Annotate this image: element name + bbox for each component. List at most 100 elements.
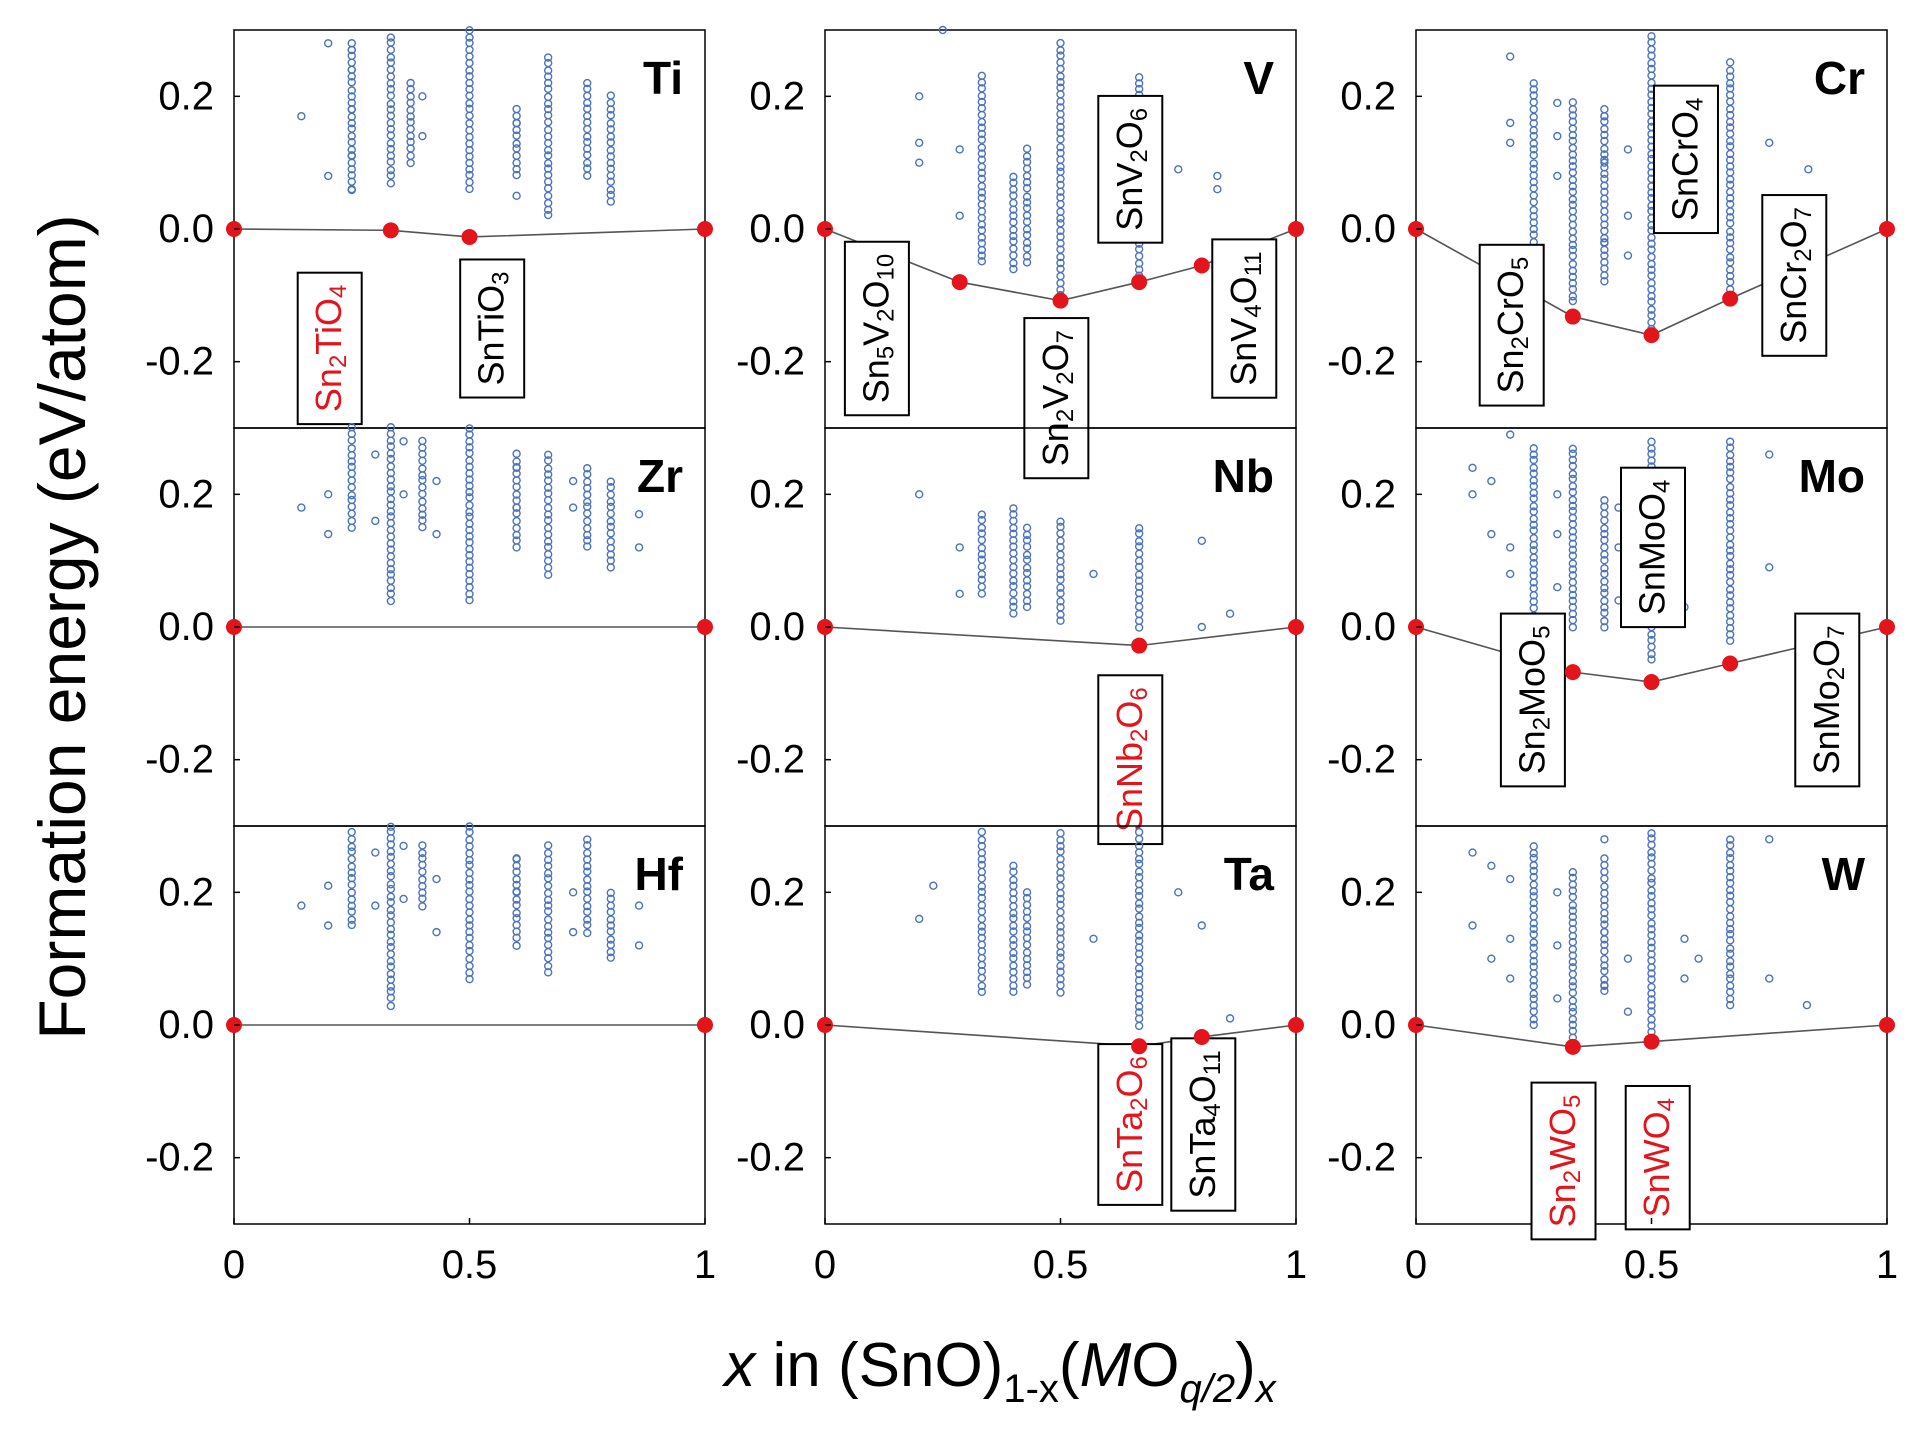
candidate-point [583, 509, 592, 518]
candidate-point [386, 157, 396, 167]
candidate-point [1009, 974, 1018, 984]
candidate-point [1009, 185, 1018, 194]
candidate-point [347, 78, 356, 87]
candidate-point [1529, 79, 1538, 88]
candidate-point [977, 874, 987, 883]
candidate-point [465, 532, 474, 541]
candidate-point [1134, 854, 1144, 864]
panel-v: Sn5V2O10 Sn2V2O7 SnV2O6 SnV4O11 V [817, 25, 1304, 480]
candidate-point [1600, 966, 1609, 976]
candidate-point [583, 158, 592, 168]
candidate-point [1022, 144, 1032, 153]
candidate-point [465, 961, 474, 971]
candidate-point [1568, 279, 1578, 288]
convex-hull-line [1415, 1024, 1888, 1048]
candidate-point [1056, 842, 1065, 851]
candidate-point [1022, 211, 1032, 220]
label-box [1211, 238, 1278, 399]
candidate-point [1600, 556, 1609, 565]
candidate-point [1056, 894, 1065, 904]
y-tick-label: 0.0 [158, 1003, 214, 1047]
candidate-point [1529, 197, 1538, 207]
candidate-point [386, 179, 396, 188]
candidate-point [583, 150, 592, 160]
candidate-point [606, 502, 615, 511]
candidate-point [399, 894, 408, 904]
candidate-point [418, 471, 427, 480]
candidate-point [1022, 252, 1032, 261]
candidate-point [465, 525, 474, 535]
hull-point [1564, 664, 1581, 681]
candidate-point [543, 66, 553, 75]
candidate-point [1568, 105, 1578, 114]
candidate-point [1056, 162, 1065, 172]
candidate-point [1568, 213, 1578, 223]
candidate-point [634, 543, 644, 552]
candidate-point [977, 887, 987, 897]
candidate-point [583, 530, 592, 540]
candidate-point [1009, 867, 1018, 877]
hull-point [1288, 221, 1304, 237]
candidate-point [543, 570, 553, 579]
candidate-point [347, 131, 356, 141]
candidate-point [1647, 291, 1656, 301]
candidate-point [1056, 174, 1065, 184]
compound-formula: SnTiO3 [470, 271, 514, 385]
candidate-point [347, 45, 356, 55]
candidate-point [1009, 589, 1018, 598]
candidate-point [583, 502, 592, 511]
candidate-point [1568, 131, 1578, 140]
candidate-point [512, 151, 521, 160]
candidate-point [1529, 450, 1538, 459]
hull-point [1193, 257, 1210, 274]
candidate-point [977, 149, 987, 158]
candidate-point [465, 99, 474, 108]
candidate-point [1056, 922, 1065, 931]
compound-formula: SnNb2O6 [1108, 687, 1152, 832]
candidate-point [512, 449, 521, 458]
candidate-point [1725, 636, 1735, 646]
candidate-point [1056, 529, 1065, 538]
candidate-point [1505, 118, 1515, 128]
hull-point [951, 274, 968, 291]
candidate-point [1725, 611, 1735, 620]
candidate-point [1725, 66, 1735, 75]
panel-w: Sn2WO5 SnWO4 W [1408, 825, 1895, 1241]
candidate-point [977, 914, 987, 924]
candidate-point [1623, 145, 1633, 154]
candidate-point [465, 475, 474, 484]
candidate-point [324, 881, 333, 890]
candidate-point [1600, 981, 1609, 990]
candidate-point [1197, 921, 1207, 930]
panel-ta: SnTa2O6 SnTa4O11 Ta [817, 825, 1304, 1225]
candidate-point [606, 953, 615, 962]
candidate-point [1725, 258, 1735, 267]
candidate-point [1568, 195, 1578, 204]
candidate-point [1725, 929, 1735, 939]
candidate-point [512, 164, 521, 174]
candidate-point [543, 99, 553, 108]
candidate-point [1647, 655, 1656, 664]
candidate-point [1568, 533, 1578, 542]
candidate-point [386, 171, 396, 180]
candidate-point [1022, 244, 1032, 253]
candidate-point [634, 510, 644, 519]
candidate-point [543, 470, 553, 479]
candidate-point [1647, 252, 1656, 262]
candidate-point [324, 529, 333, 539]
candidate-point [1022, 602, 1032, 612]
candidate-point [418, 475, 427, 485]
candidate-point [1725, 624, 1735, 633]
candidate-point [512, 941, 521, 950]
candidate-point [977, 143, 987, 152]
candidate-point [1056, 988, 1065, 997]
candidate-point [1134, 623, 1144, 632]
candidate-point [386, 949, 396, 959]
candidate-point [1568, 623, 1578, 632]
label-box [843, 240, 910, 417]
candidate-point [1056, 583, 1065, 592]
candidate-point [1022, 258, 1032, 267]
x-tick-label: 0 [1405, 1243, 1427, 1287]
candidate-point [1213, 171, 1222, 181]
candidate-point [1568, 1007, 1578, 1017]
